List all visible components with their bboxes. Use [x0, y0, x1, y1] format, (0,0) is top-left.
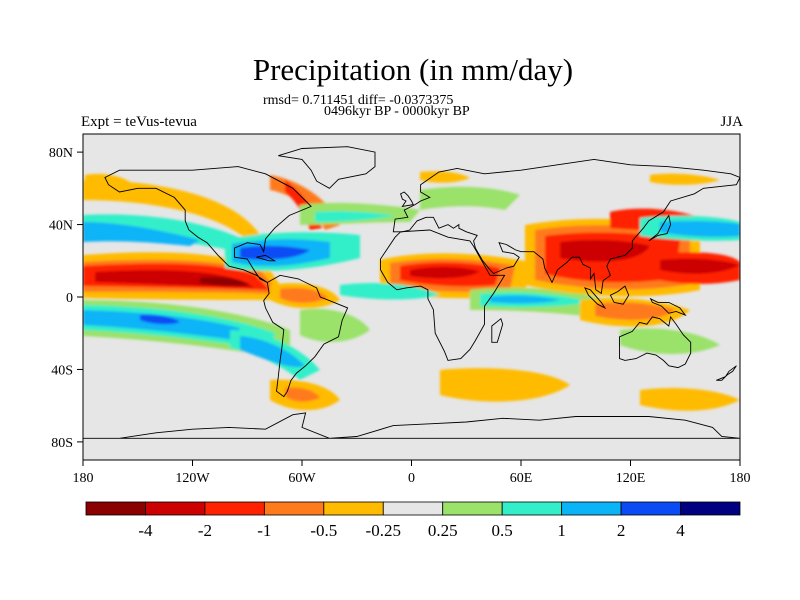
colorbar-labels: -4 -2 -1 -0.5 -0.25 0.25 0.5 1 2 4 [138, 521, 685, 540]
lat-tick-label: 40N [49, 219, 73, 234]
lon-tick-label: 120W [175, 471, 210, 486]
coastline-uk [400, 191, 414, 208]
field-eq-indian-wet-3 [490, 295, 560, 304]
lat-tick-label: 80S [51, 436, 73, 451]
field-south-atlantic-wet [300, 308, 370, 342]
axis-ticks [77, 151, 741, 466]
field-subpolar-atlantic-wet [420, 186, 520, 210]
colorbar-swatch [561, 501, 622, 516]
coastline-antarctica [83, 412, 740, 439]
field-north-pacific-wet-2 [660, 220, 740, 237]
coastline-south-america [263, 274, 349, 398]
field-pacific-itcz-dry-5 [200, 277, 250, 286]
colorbar-label: 1 [557, 521, 566, 540]
coastline-north-america [104, 166, 312, 283]
field-ne-pacific-wet-2 [83, 222, 200, 246]
colorbar-swatch [85, 501, 146, 516]
field-australia-wet [620, 328, 720, 355]
coastline-sumatra [584, 287, 607, 310]
colorbar-label: -0.5 [310, 521, 337, 540]
stats-line: rmsd= 0.711451 diff= -0.0373375 [263, 93, 454, 108]
field-arctic-dry-2 [420, 171, 470, 183]
field-warm-pool-dry-2 [660, 258, 740, 274]
colorbar-swatch [442, 501, 503, 516]
field-south-atlantic-wet-3 [240, 336, 305, 367]
colorbar-label: -0.25 [366, 521, 401, 540]
lat-tick-label: 40S [51, 363, 73, 378]
experiment-label: Expt = teVus-tevua [81, 114, 197, 130]
coastline-new-guinea [649, 297, 687, 317]
lon-tick-label: 0 [408, 471, 415, 486]
field-arctic-dry-3 [650, 173, 720, 185]
field-caribbean-wet-3 [240, 245, 310, 260]
field-sahel-dry-4 [410, 266, 480, 279]
colorbar-swatch [620, 501, 681, 516]
colorbar-swatch [145, 501, 206, 516]
coastline-africa [380, 229, 506, 361]
field-asia-dry-4 [560, 239, 650, 262]
colorbar-swatch [382, 501, 444, 516]
field-arctic-dry [85, 173, 130, 186]
colorbar [85, 501, 741, 516]
colorbar-label: -1 [257, 521, 271, 540]
field-southern-ocean-dry-4 [285, 387, 320, 402]
coastline-new-zealand [716, 365, 737, 381]
colorbar-label: 0.25 [428, 521, 458, 540]
colorbar-swatch [263, 501, 325, 516]
field-southern-ocean-dry-2 [440, 368, 570, 402]
axis-tick-labels: 80N 40N 0 40S 80S 180 120W 60W 0 60E 120E 180 [49, 146, 751, 486]
period-label: 0496kyr BP - 0000kyr BP [324, 104, 470, 119]
coastline-greenland [278, 146, 376, 189]
coastline-eurasia [392, 158, 740, 295]
colorbar-swatch [204, 501, 265, 516]
field-southern-ocean-dry-3 [640, 388, 740, 411]
field-ne-pacific-dry [83, 180, 260, 238]
colorbar-label: -2 [198, 521, 212, 540]
field-amazon-dry-2 [280, 287, 328, 303]
coastlines [83, 146, 740, 439]
lon-tick-label: 60E [510, 471, 533, 486]
colorbar-label: 4 [676, 521, 685, 540]
season-label: JJA [720, 114, 743, 130]
coastline-borneo [609, 285, 630, 305]
field-maritime-dry-2 [595, 302, 675, 320]
lon-tick-label: 180 [730, 471, 751, 486]
field-north-atlantic-wet-2 [315, 211, 395, 222]
precip-difference-fields [83, 171, 740, 411]
lat-tick-label: 80N [49, 146, 73, 161]
colorbar-swatch [680, 501, 741, 516]
lon-tick-label: 60W [288, 471, 316, 486]
lon-tick-label: 180 [73, 471, 94, 486]
colorbar-swatch [323, 501, 384, 516]
colorbar-label: 2 [617, 521, 626, 540]
lon-tick-label: 120E [616, 471, 646, 486]
plot-area [82, 133, 741, 461]
colorbar-label: -4 [138, 521, 153, 540]
field-south-pacific-wet-4 [140, 314, 180, 325]
colorbar-swatch [501, 501, 563, 516]
coastline-australia [619, 315, 692, 369]
field-south-pacific-wet-3 [83, 310, 240, 340]
figure-title: Precipitation (in mm/day) [252, 52, 574, 87]
lat-tick-label: 0 [66, 291, 73, 306]
coastline-madagascar [491, 317, 504, 343]
colorbar-label: 0.5 [492, 521, 513, 540]
coastline-japan [648, 214, 672, 242]
coastline-cuba [256, 254, 277, 262]
